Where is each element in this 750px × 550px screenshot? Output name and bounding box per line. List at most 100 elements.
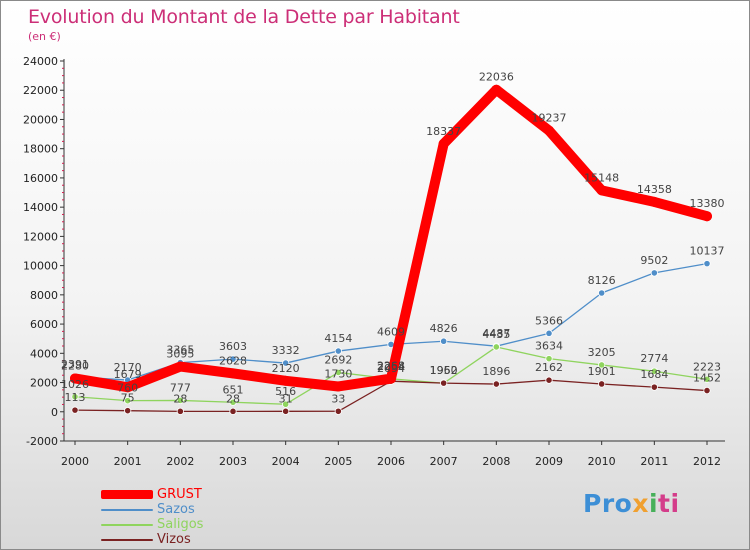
data-label-vizos: 33 [331, 392, 345, 405]
data-label-grust: 2120 [272, 362, 300, 375]
legend-label-sazos: Sazos [157, 502, 195, 517]
data-point-sazos [229, 355, 237, 363]
data-point-grust [122, 382, 133, 393]
x-tick-label: 2008 [482, 455, 510, 468]
data-label-grust: 1730 [324, 367, 352, 380]
data-label-grust: 18337 [426, 125, 461, 138]
x-tick-label: 2009 [535, 455, 563, 468]
data-point-saligos [598, 361, 606, 369]
data-point-grust [438, 138, 449, 149]
data-point-grust [544, 125, 554, 136]
x-tick-label: 2010 [588, 455, 616, 468]
data-point-saligos [703, 375, 711, 383]
data-point-grust [649, 196, 660, 207]
data-label-grust: 2280 [61, 359, 89, 372]
data-point-vizos [545, 376, 553, 384]
data-label-vizos: 1960 [430, 364, 458, 377]
data-point-saligos [545, 355, 553, 363]
data-label-grust: 3095 [166, 348, 194, 361]
data-label-vizos: 1896 [482, 365, 510, 378]
data-label-sazos: 4826 [430, 322, 458, 335]
data-point-sazos [598, 289, 606, 297]
data-label-vizos: 113 [65, 391, 86, 404]
data-label-saligos: 516 [275, 385, 296, 398]
data-point-saligos [229, 398, 237, 406]
data-label-grust: 15148 [584, 171, 619, 184]
y-tick-label: 12000 [23, 230, 58, 243]
data-label-grust: 2628 [219, 354, 247, 367]
data-label-sazos: 4609 [377, 325, 405, 338]
chart-subtitle: (en €) [28, 30, 61, 43]
legend-label-vizos: Vizos [157, 532, 191, 547]
data-point-grust [386, 373, 396, 384]
data-label-grust: 19237 [532, 112, 567, 125]
data-point-vizos [176, 407, 184, 415]
data-label-sazos: 3603 [219, 340, 247, 353]
y-tick-label: 0 [51, 406, 58, 419]
legend-swatch-grust [101, 490, 153, 499]
data-point-sazos [334, 347, 342, 355]
data-point-vizos [440, 379, 448, 387]
data-label-saligos: 1026 [61, 378, 89, 391]
y-tick-label: -2000 [26, 435, 58, 448]
data-label-saligos: 2774 [640, 352, 668, 365]
logo-part-4: ti [658, 489, 680, 518]
data-point-saligos [176, 396, 184, 405]
y-tick-label: 8000 [30, 289, 58, 302]
x-tick-label: 2005 [324, 455, 352, 468]
data-point-saligos [282, 400, 290, 408]
data-label-vizos: 31 [279, 392, 293, 405]
y-tick-label: 6000 [30, 318, 58, 331]
data-point-grust [596, 185, 607, 196]
y-tick-label: 10000 [23, 260, 58, 273]
data-label-saligos: 4435 [482, 328, 510, 341]
data-label-sazos: 4487 [482, 327, 510, 340]
data-label-sazos: 5366 [535, 314, 563, 327]
data-label-vizos: 75 [121, 392, 135, 405]
logo-part-1: Pro [583, 489, 633, 518]
data-label-sazos: 4154 [324, 332, 352, 345]
data-label-sazos: 2391 [61, 358, 89, 371]
x-tick-label: 2011 [640, 455, 668, 468]
data-label-grust: 22036 [479, 71, 514, 84]
data-point-saligos [71, 393, 79, 401]
data-point-grust [228, 368, 238, 379]
data-label-saligos: 760 [117, 382, 138, 395]
data-point-vizos [124, 407, 132, 415]
proxiti-logo: Proxiti [583, 489, 680, 518]
chart-title: Evolution du Montant de la Dette par Hab… [28, 6, 460, 28]
y-tick-label: 24000 [23, 55, 58, 68]
data-point-vizos [703, 386, 711, 395]
data-point-sazos [703, 260, 711, 268]
data-label-vizos: 28 [173, 392, 187, 405]
data-label-grust: 13380 [690, 197, 725, 210]
data-label-vizos: 2162 [535, 361, 563, 374]
data-label-saligos: 777 [170, 381, 191, 394]
data-point-vizos [229, 407, 237, 415]
y-tick-label: 14000 [23, 201, 58, 214]
data-label-vizos: 1901 [588, 365, 616, 378]
data-label-grust: 1679 [114, 368, 142, 381]
data-point-vizos [492, 380, 500, 388]
logo-part-3: i [648, 489, 659, 518]
data-label-saligos: 651 [223, 383, 244, 396]
legend-swatch-saligos [101, 524, 153, 526]
data-point-sazos [282, 359, 290, 367]
data-label-saligos: 2254 [377, 360, 405, 373]
data-label-vizos: 1452 [693, 372, 721, 385]
data-label-vizos: 2094 [377, 362, 405, 375]
data-label-saligos: 2223 [693, 360, 721, 373]
x-tick-label: 2004 [272, 455, 300, 468]
y-tick-label: 22000 [23, 84, 58, 97]
data-label-sazos: 8126 [588, 274, 616, 287]
y-tick-label: 2000 [30, 377, 58, 390]
data-point-grust [70, 373, 80, 384]
data-label-grust: 2268 [377, 360, 405, 373]
data-point-grust [702, 211, 712, 222]
data-point-grust [491, 84, 502, 95]
data-point-saligos [492, 343, 500, 351]
data-label-sazos: 3332 [272, 344, 300, 357]
x-tick-label: 2003 [219, 455, 247, 468]
x-tick-label: 2001 [114, 455, 142, 468]
